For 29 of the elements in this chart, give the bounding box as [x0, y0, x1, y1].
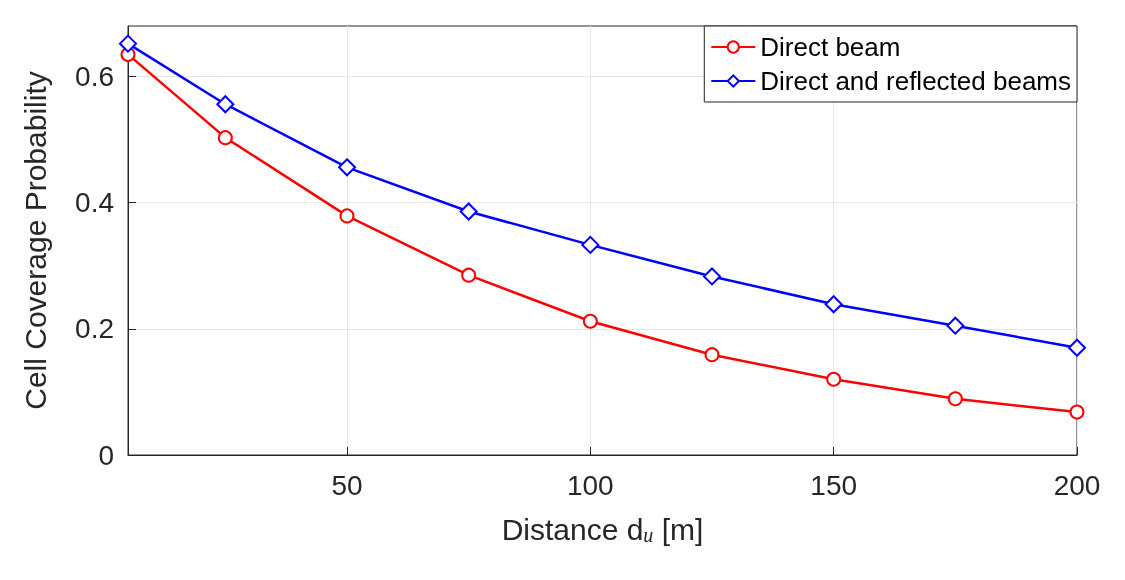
- point: [216, 95, 235, 114]
- x-axis-title: Distance du [m]: [501, 512, 704, 546]
- point: [826, 371, 842, 387]
- y-tick-label: 0.2: [75, 313, 114, 345]
- point: [1068, 338, 1086, 357]
- point: [946, 316, 965, 335]
- legend-label: Direct beam: [760, 32, 901, 62]
- point: [824, 295, 843, 314]
- x-tick-label: 100: [566, 469, 614, 501]
- point: [339, 208, 355, 224]
- x-tick-label: 50: [331, 469, 363, 501]
- x-tick-label: 150: [810, 469, 858, 501]
- legend-label: Direct and reflected beams: [760, 66, 1072, 96]
- point: [119, 34, 137, 53]
- point: [947, 391, 963, 407]
- point: [582, 313, 598, 329]
- point: [704, 347, 720, 363]
- point: [338, 158, 356, 177]
- y-tick-label: 0.4: [75, 187, 114, 219]
- point: [461, 267, 477, 283]
- x-tick-label: 200: [1053, 469, 1101, 501]
- point: [581, 235, 600, 254]
- point: [217, 130, 233, 146]
- y-tick-label: 0: [98, 439, 114, 471]
- y-axis-title: Cell Coverage Probability: [18, 71, 52, 410]
- point: [459, 202, 478, 221]
- y-tick-label: 0.6: [75, 60, 114, 92]
- point: [703, 267, 721, 286]
- point: [1069, 404, 1085, 420]
